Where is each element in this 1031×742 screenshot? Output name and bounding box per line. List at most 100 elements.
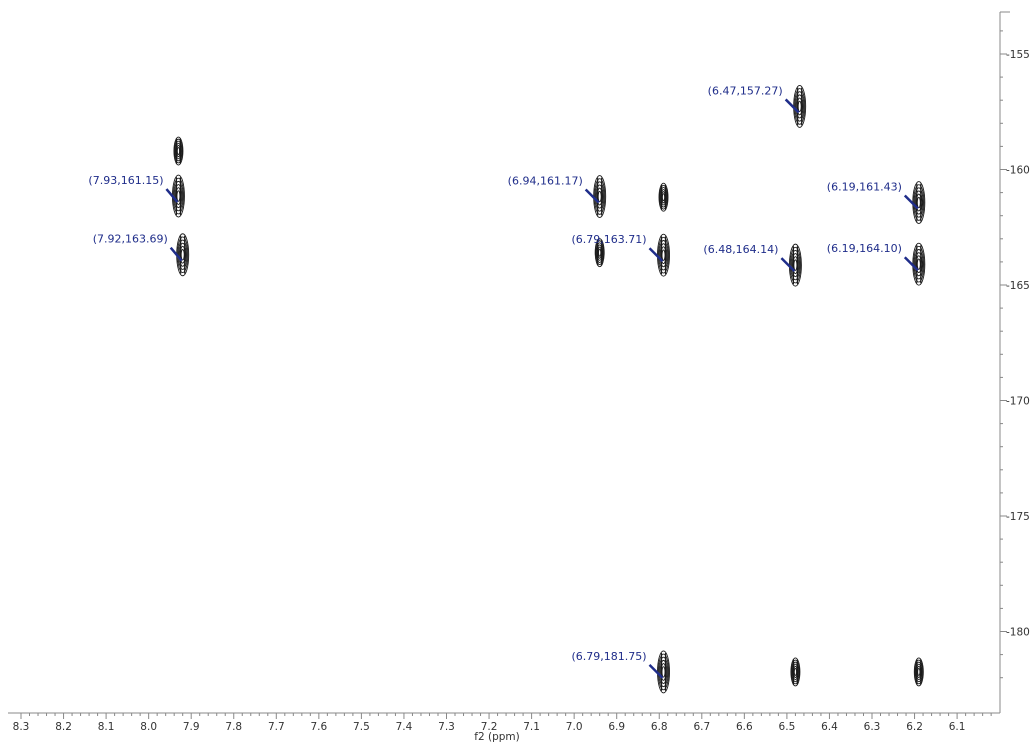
peak-label: (7.93,161.15): [88, 174, 163, 187]
peak-annotation: (7.93,161.15): [88, 174, 179, 203]
contour-ring: [916, 258, 921, 270]
contour-signal: [912, 181, 926, 224]
contour-ring: [915, 661, 923, 683]
contour-ring: [176, 147, 181, 155]
peak-annotation: (7.92,163.69): [93, 233, 183, 262]
x-tick-label: 7.5: [353, 721, 370, 733]
peak-annotation: (6.19,161.43): [827, 181, 919, 210]
x-tick-label: 7.0: [566, 721, 583, 733]
y-axis: -155 -160 -165 -170 -175 -180: [1000, 30, 1030, 679]
y-tick-label: -180: [1006, 627, 1030, 639]
x-tick-label: 7.4: [396, 721, 413, 733]
peak-arrow: [648, 247, 664, 263]
contour-ring: [914, 249, 924, 280]
x-tick-label: 8.1: [98, 721, 115, 733]
x-tick-label: 6.4: [821, 721, 838, 733]
x-tick-label: 7.6: [310, 721, 327, 733]
peak-annotation: (6.19,164.10): [827, 242, 919, 272]
y-tick-label: -160: [1006, 165, 1030, 177]
contour-ring: [661, 193, 666, 202]
contour-ring: [659, 243, 668, 268]
peak-label: (6.79,163.71): [572, 233, 647, 246]
contour-signal: [176, 233, 190, 277]
contour-ring: [789, 246, 801, 284]
contour-ring: [657, 236, 670, 274]
contour-ring: [174, 184, 183, 209]
contour-ring: [595, 184, 604, 209]
peak-arrow: [903, 194, 919, 210]
contour-signal: [912, 242, 926, 286]
contour-ring: [661, 666, 666, 678]
x-tick-label: 7.3: [438, 721, 455, 733]
y-tick-label: -165: [1006, 280, 1030, 292]
contour-ring: [658, 240, 669, 271]
contour-ring: [793, 259, 798, 271]
contour-ring: [797, 100, 802, 113]
contour-ring: [173, 180, 184, 212]
contour-ring: [795, 94, 804, 119]
x-tick-label: 6.2: [906, 721, 923, 733]
x-tick-label: 6.6: [736, 721, 753, 733]
contour-ring: [659, 186, 668, 208]
x-tick-label: 7.7: [268, 721, 285, 733]
contour-ring: [793, 667, 797, 676]
contour-ring: [794, 88, 806, 125]
contour-ring: [659, 184, 668, 210]
x-axis-title: f2 (ppm): [474, 731, 519, 742]
contour-ring: [174, 140, 183, 162]
y-tick-label: -170: [1006, 396, 1030, 408]
x-tick-label: 6.5: [779, 721, 796, 733]
contour-ring: [657, 653, 670, 691]
peak-arrow: [903, 256, 919, 272]
contour-ring: [180, 249, 185, 261]
contour-ring: [176, 190, 181, 202]
contour-ring: [595, 240, 604, 266]
x-tick-label: 7.1: [523, 721, 540, 733]
contour-ring: [790, 249, 801, 281]
contour-ring: [790, 657, 801, 687]
contour-signal: [658, 182, 669, 212]
peak-annotations: (7.93,161.15) (7.92,163.69) (6.94,161.17) (…: [88, 84, 919, 679]
peak-annotation: (6.94,161.17): [508, 175, 600, 204]
x-tick-label: 7.2: [481, 721, 498, 733]
peak-arrow: [584, 188, 600, 204]
contour-ring: [598, 248, 602, 257]
x-tick-label: 7.9: [183, 721, 200, 733]
x-tick-label: 6.8: [651, 721, 668, 733]
peak-arrow: [165, 188, 179, 203]
peak-label: (7.92,163.69): [93, 233, 168, 246]
x-tick-label: 8.3: [13, 721, 30, 733]
contour-signal: [594, 238, 605, 268]
peak-arrow: [784, 98, 800, 114]
contour-signal: [173, 136, 184, 166]
peak-annotation: (6.48,164.14): [703, 243, 796, 273]
contour-layer: [171, 84, 926, 694]
y-tick-label: -155: [1006, 49, 1030, 61]
contour-ring: [594, 238, 605, 268]
peak-annotation: (6.47,157.27): [708, 84, 800, 114]
contour-signal: [788, 243, 802, 287]
x-tick-label: 8.0: [140, 721, 157, 733]
contour-ring: [915, 190, 923, 215]
x-tick-label: 6.7: [693, 721, 710, 733]
peak-label: (6.94,161.17): [508, 175, 583, 188]
contour-ring: [914, 187, 924, 218]
contour-signal: [657, 233, 670, 277]
contour-ring: [791, 659, 800, 685]
peak-arrow: [169, 246, 183, 262]
peak-arrow: [780, 257, 796, 273]
contour-signal: [790, 657, 801, 687]
peak-label: (6.47,157.27): [708, 84, 783, 97]
contour-ring: [659, 659, 668, 684]
contour-ring: [596, 242, 604, 263]
contour-ring: [661, 249, 666, 261]
y-tick-label: -175: [1006, 511, 1030, 523]
contour-ring: [178, 242, 187, 267]
contour-signal: [593, 175, 607, 218]
x-tick-label: 7.8: [225, 721, 242, 733]
x-axis: 8.3 8.2 8.1 8.0 7.9 7.8 7.7 7.6 7.5 7.4 7.3 7.2 7.1 7…: [13, 713, 992, 733]
x-tick-label: 6.9: [608, 721, 625, 733]
peak-label: (6.19,161.43): [827, 181, 902, 194]
peak-label: (6.79,181.75): [572, 650, 647, 663]
